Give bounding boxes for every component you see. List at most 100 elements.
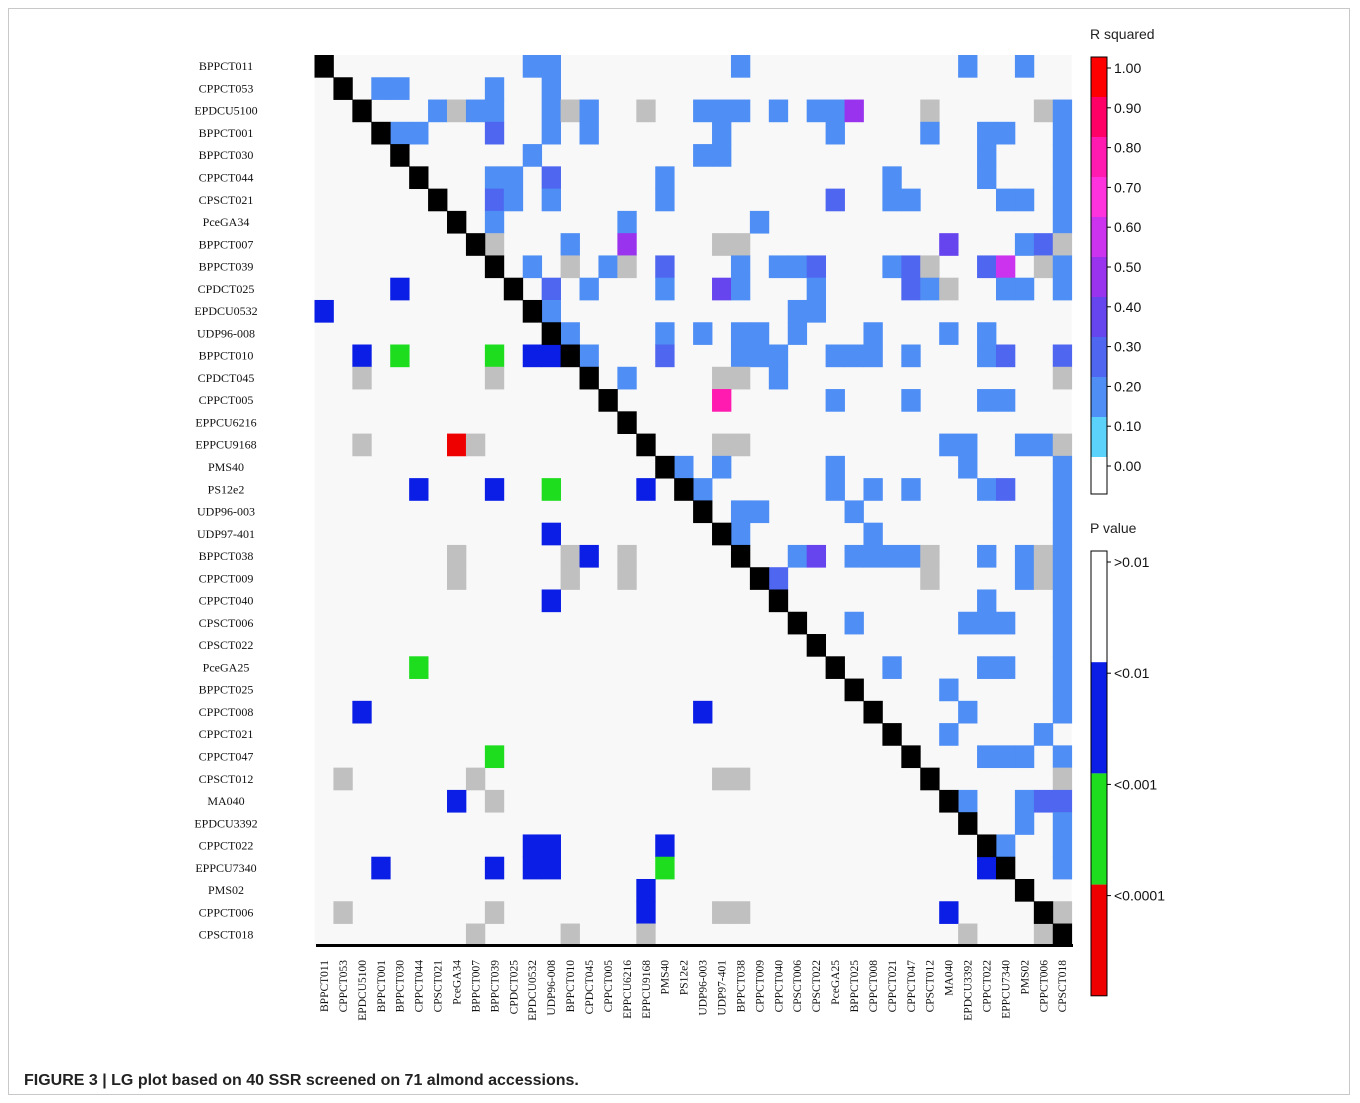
p-legend-tick: <0.0001: [1114, 888, 1165, 904]
r2-cell: [712, 389, 732, 412]
p-legend-tick: <0.01: [1114, 665, 1150, 681]
row-label: EPPCU7340: [195, 861, 256, 875]
row-label: CPPCT009: [199, 571, 254, 585]
r2-cell: [541, 299, 561, 323]
p-value-cell: [693, 700, 713, 724]
p-value-cell: [447, 544, 467, 568]
r2-cell: [749, 210, 770, 234]
row-label: BPPCT039: [199, 260, 254, 274]
diagonal-cell: [863, 700, 883, 724]
r2-legend-swatch: [1091, 417, 1107, 457]
r2-cell: [901, 255, 921, 279]
r2-cell: [1014, 567, 1035, 590]
r2-cell: [712, 366, 732, 390]
r2-cell: [1052, 589, 1073, 613]
diagonal-cell: [522, 299, 543, 323]
r2-legend-swatch: [1091, 97, 1107, 137]
r2-cell: [882, 255, 902, 279]
r2-cell: [503, 166, 524, 190]
p-value-cell: [636, 878, 656, 902]
diagonal-cell: [333, 77, 353, 100]
r2-cell: [958, 789, 978, 813]
r2-cell: [541, 99, 561, 123]
r2-cell: [655, 255, 675, 279]
r2-cell: [1052, 99, 1073, 123]
r2-cell: [1014, 233, 1035, 256]
row-label: CPPCT044: [199, 170, 254, 184]
row-label: PMS02: [208, 883, 244, 897]
r2-cell: [598, 255, 618, 279]
p-value-cell: [541, 856, 561, 880]
r2-cell: [939, 433, 959, 457]
r2-cell: [1052, 812, 1073, 835]
p-value-cell: [541, 522, 561, 546]
r2-cell: [1052, 433, 1073, 457]
diagonal-cell: [409, 166, 429, 190]
r2-cell: [1052, 500, 1073, 524]
r2-cell: [390, 121, 410, 145]
r-squared-legend-title: R squared: [1090, 26, 1155, 42]
r2-legend-swatch: [1091, 337, 1107, 377]
p-value-cell: [371, 856, 391, 880]
r2-legend-tick: 0.70: [1114, 179, 1141, 195]
r-squared-legend: 1.00 0.90 0.80 0.70 0.60 0.50 0.40 0.30 0.20 0.10…: [1090, 56, 1141, 495]
r2-cell: [901, 344, 921, 368]
r2-cell: [655, 188, 675, 212]
r2-cell: [371, 77, 391, 100]
r2-cell: [995, 255, 1016, 279]
r2-cell: [920, 121, 940, 145]
diagonal-cell: [977, 834, 997, 858]
r2-cell: [825, 99, 845, 123]
r2-cell: [693, 322, 713, 345]
diagonal-cell: [579, 366, 599, 390]
column-label: CPSCT006: [792, 960, 804, 1013]
diagonal-cell: [995, 856, 1016, 880]
column-label: BPPCT010: [565, 960, 577, 1013]
r2-cell: [806, 544, 827, 568]
r2-cell: [730, 366, 751, 390]
p-value-cell: [522, 344, 543, 368]
column-label: EPDCU5100: [357, 960, 369, 1021]
r2-cell: [541, 121, 561, 145]
r2-cell: [1052, 277, 1073, 301]
r2-cell: [1014, 188, 1035, 212]
p-value-cell: [409, 656, 429, 679]
column-label: PceGA25: [830, 960, 842, 1005]
r2-cell: [1052, 656, 1073, 679]
row-label: BPPCT030: [199, 148, 254, 162]
r2-cell: [579, 344, 599, 368]
r2-cell: [806, 255, 827, 279]
p-value-cell: [484, 478, 505, 501]
p-value-cell: [1033, 923, 1054, 947]
r2-cell: [1052, 210, 1073, 234]
r2-legend-swatch: [1091, 217, 1107, 257]
r2-cell: [995, 611, 1016, 635]
row-label: CPPCT005: [199, 393, 254, 407]
diagonal-cell: [352, 99, 372, 123]
r2-cell: [541, 277, 561, 301]
r2-cell: [1033, 433, 1054, 457]
r2-cell: [655, 344, 675, 368]
r2-cell: [787, 322, 808, 345]
diagonal-cell: [1033, 901, 1054, 924]
r2-legend-swatch: [1091, 57, 1107, 97]
r2-cell: [825, 478, 845, 501]
p-value-cell: [333, 901, 353, 924]
diagonal-cell: [768, 589, 789, 613]
p-value-cell: [636, 923, 656, 947]
row-label: EPDCU3392: [194, 816, 257, 830]
column-labels: BPPCT011 CPPCT053 EPDCU5100 BPPCT001 BPPCT03…: [319, 960, 1069, 1021]
p-value-cell: [541, 589, 561, 613]
r2-cell: [1014, 55, 1035, 78]
r2-cell: [1033, 99, 1054, 123]
diagonal-cell: [390, 144, 410, 167]
r2-cell: [844, 544, 864, 568]
p-value-cell: [333, 767, 353, 791]
row-label: BPPCT010: [199, 349, 254, 363]
r2-legend-swatch: [1091, 177, 1107, 217]
column-label: PMS40: [660, 960, 672, 995]
r2-cell: [541, 55, 561, 78]
r2-cell: [901, 277, 921, 301]
r2-cell: [1014, 789, 1035, 813]
diagonal-cell: [958, 812, 978, 835]
